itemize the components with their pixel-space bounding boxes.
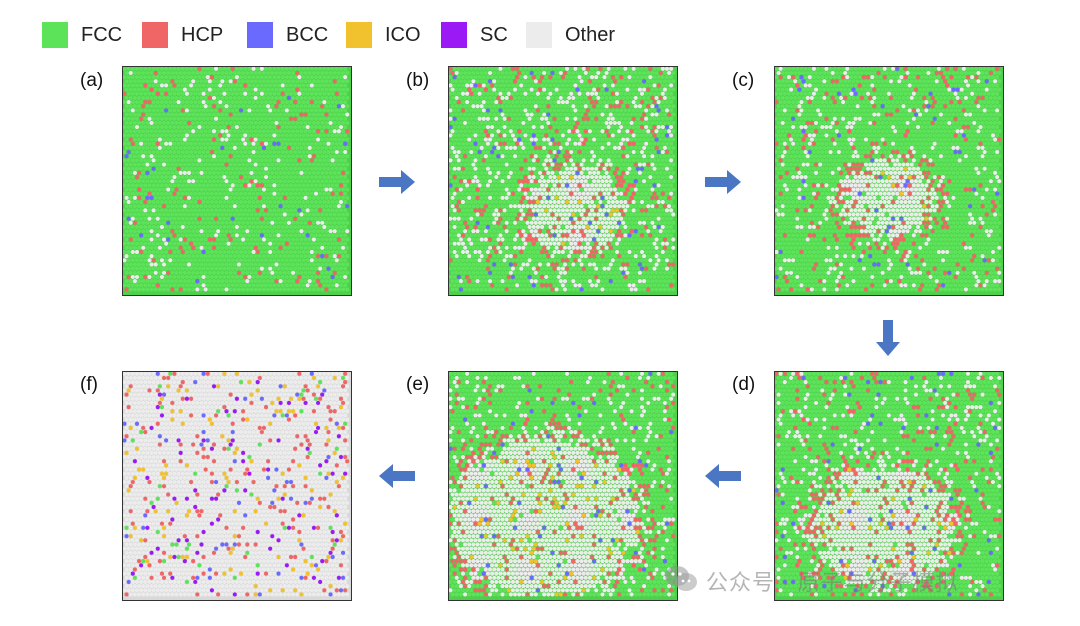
panel-label-e: (e): [406, 374, 430, 395]
legend-item-ico: ICO: [346, 22, 421, 48]
panel-e-atom-map: [448, 371, 678, 601]
panel-label-d: (d): [732, 374, 756, 395]
legend-swatch-fcc: [42, 22, 68, 48]
legend-item-sc: SC: [441, 22, 508, 48]
wechat-icon: [664, 564, 698, 599]
legend-label-hcp: HCP: [181, 23, 224, 46]
arrow-right-icon: [379, 170, 415, 194]
watermark: 公众号 · 原子与分子模拟: [664, 563, 959, 599]
legend-item-fcc: FCC: [42, 22, 122, 48]
legend-label-ico: ICO: [385, 23, 421, 46]
legend-item-bcc: BCC: [247, 22, 328, 48]
legend-swatch-hcp: [142, 22, 168, 48]
legend-label-fcc: FCC: [81, 23, 123, 46]
panel-a-atom-map: [122, 66, 352, 296]
panel-label-b: (b): [406, 70, 430, 91]
panel-b-atom-map: [448, 66, 678, 296]
panel-f-atom-map: [122, 371, 352, 601]
legend-swatch-bcc: [247, 22, 273, 48]
watermark-text: 公众号 · 原子与分子模拟: [706, 570, 959, 595]
arrow-left-icon: [705, 464, 741, 488]
arrow-right-icon: [705, 170, 741, 194]
panel-label-a: (a): [80, 70, 104, 91]
legend-swatch-sc: [441, 22, 467, 48]
legend-item-hcp: HCP: [142, 22, 223, 48]
legend-label-sc: SC: [480, 23, 508, 46]
panel-label-f: (f): [80, 374, 98, 395]
legend-item-other: Other: [526, 22, 615, 48]
legend-label-other: Other: [565, 23, 616, 46]
panel-d-atom-map: [774, 371, 1004, 601]
arrow-left-icon: [379, 464, 415, 488]
panel-label-c: (c): [732, 70, 755, 91]
legend-swatch-other: [526, 22, 552, 48]
panel-c-atom-map: [774, 66, 1004, 296]
legend-swatch-ico: [346, 22, 372, 48]
legend-label-bcc: BCC: [286, 23, 329, 46]
arrow-down-icon: [876, 320, 900, 356]
